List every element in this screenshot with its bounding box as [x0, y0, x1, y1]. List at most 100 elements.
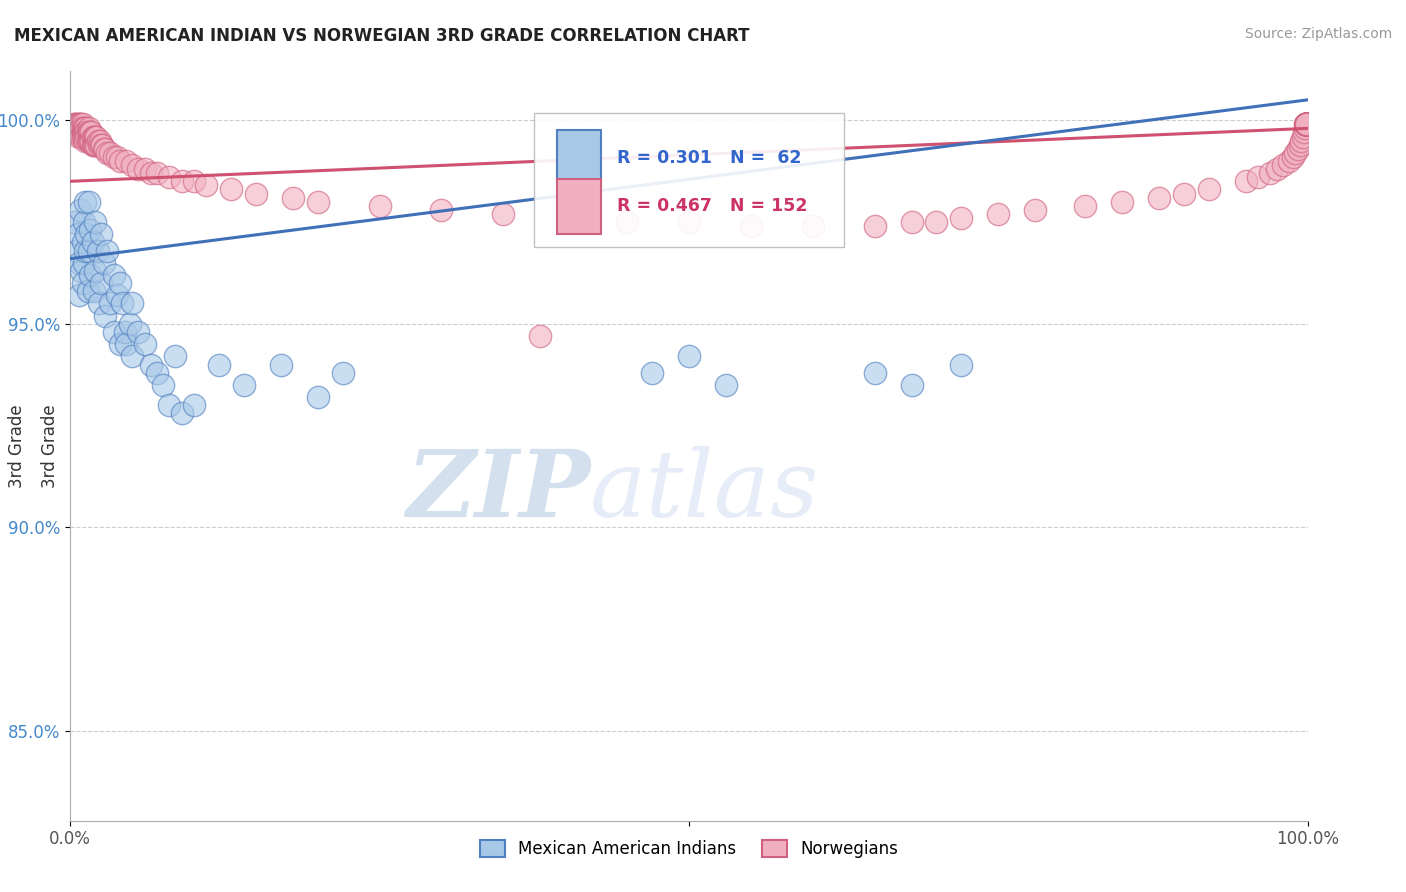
- Y-axis label: 3rd Grade: 3rd Grade: [41, 404, 59, 488]
- Point: [492, 207, 515, 221]
- Point: [63, 215, 86, 229]
- Point: [165, 350, 187, 364]
- Point: [89, 134, 111, 148]
- Point: [1111, 194, 1133, 209]
- Point: [70, 129, 93, 144]
- Point: [67, 256, 90, 270]
- Point: [1295, 117, 1317, 131]
- Point: [170, 406, 193, 420]
- Point: [1295, 117, 1317, 131]
- Point: [801, 219, 824, 233]
- Point: [678, 350, 700, 364]
- Point: [121, 158, 143, 172]
- Point: [1074, 199, 1097, 213]
- Point: [75, 194, 97, 209]
- Point: [1295, 117, 1317, 131]
- Point: [62, 121, 84, 136]
- Point: [245, 186, 267, 201]
- Point: [84, 137, 107, 152]
- Point: [93, 142, 115, 156]
- Point: [65, 117, 87, 131]
- Point: [1292, 125, 1315, 139]
- Point: [1295, 117, 1317, 131]
- Text: atlas: atlas: [591, 446, 820, 536]
- Point: [77, 121, 100, 136]
- Point: [66, 125, 89, 139]
- Point: [127, 162, 149, 177]
- Point: [75, 244, 97, 258]
- Point: [1295, 117, 1317, 131]
- Point: [79, 268, 101, 282]
- Point: [219, 182, 242, 196]
- Point: [66, 121, 89, 136]
- Point: [1295, 117, 1317, 131]
- Text: R = 0.301   N =  62: R = 0.301 N = 62: [617, 149, 801, 167]
- Point: [1281, 150, 1303, 164]
- Point: [616, 215, 638, 229]
- FancyBboxPatch shape: [557, 178, 602, 234]
- Point: [1198, 182, 1220, 196]
- Point: [1295, 117, 1317, 131]
- Point: [69, 121, 91, 136]
- Text: MEXICAN AMERICAN INDIAN VS NORWEGIAN 3RD GRADE CORRELATION CHART: MEXICAN AMERICAN INDIAN VS NORWEGIAN 3RD…: [14, 27, 749, 45]
- Point: [72, 117, 94, 131]
- Point: [307, 194, 329, 209]
- Point: [121, 350, 143, 364]
- FancyBboxPatch shape: [534, 112, 844, 247]
- Point: [77, 125, 100, 139]
- Point: [103, 268, 125, 282]
- Point: [63, 117, 86, 131]
- Point: [152, 378, 174, 392]
- Point: [1295, 117, 1317, 131]
- Point: [1295, 117, 1317, 131]
- Point: [157, 170, 180, 185]
- Point: [65, 121, 87, 136]
- Point: [73, 125, 96, 139]
- Point: [69, 202, 91, 217]
- Point: [183, 174, 205, 188]
- Point: [1284, 145, 1306, 160]
- Point: [79, 125, 101, 139]
- Point: [1289, 137, 1312, 152]
- Point: [82, 137, 104, 152]
- Point: [90, 276, 112, 290]
- Point: [270, 358, 292, 372]
- Point: [77, 244, 100, 258]
- Point: [1295, 117, 1317, 131]
- Point: [281, 191, 304, 205]
- Point: [1295, 117, 1317, 131]
- Point: [72, 125, 94, 139]
- Point: [1294, 121, 1316, 136]
- Point: [1291, 129, 1313, 144]
- Point: [75, 227, 97, 242]
- Point: [1295, 117, 1317, 131]
- Point: [72, 276, 94, 290]
- Point: [96, 244, 118, 258]
- Point: [1295, 117, 1317, 131]
- Point: [84, 137, 107, 152]
- Point: [1295, 117, 1317, 131]
- Point: [678, 215, 700, 229]
- Point: [1295, 117, 1317, 131]
- Point: [90, 137, 112, 152]
- Point: [82, 129, 104, 144]
- Point: [108, 153, 131, 168]
- Point: [86, 134, 108, 148]
- Point: [332, 366, 354, 380]
- Point: [1295, 117, 1317, 131]
- Point: [103, 150, 125, 164]
- Point: [1278, 153, 1301, 168]
- Point: [368, 199, 391, 213]
- Point: [80, 134, 103, 148]
- Point: [1294, 117, 1316, 131]
- Point: [1295, 117, 1317, 131]
- Text: R = 0.467   N = 152: R = 0.467 N = 152: [617, 197, 807, 215]
- Point: [1147, 191, 1170, 205]
- Point: [83, 285, 105, 299]
- Point: [1260, 166, 1282, 180]
- Point: [83, 137, 105, 152]
- Point: [1295, 117, 1317, 131]
- Point: [900, 215, 922, 229]
- Point: [72, 121, 94, 136]
- Point: [66, 227, 89, 242]
